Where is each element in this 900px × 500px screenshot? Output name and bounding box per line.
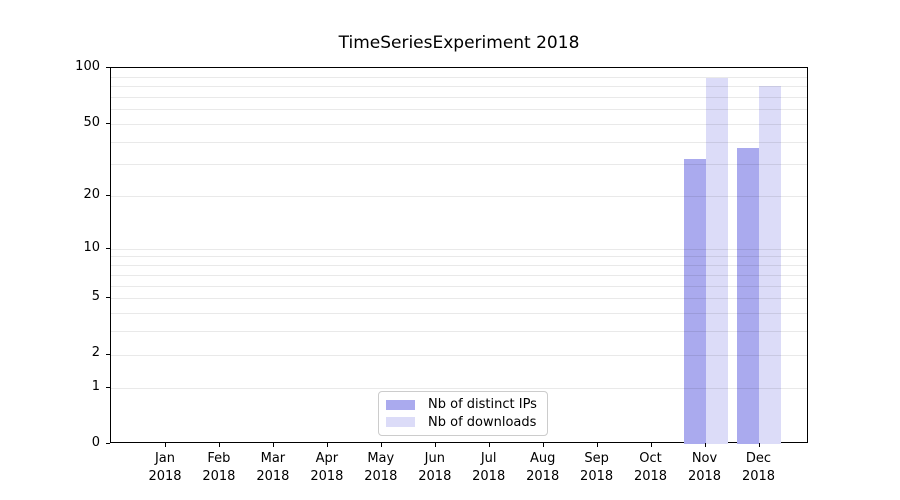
x-tick [488,443,490,447]
gridlines-layer [111,68,807,442]
legend-item: Nb of downloads [386,415,538,430]
y-tick [106,247,110,249]
x-tick-label: Feb 2018 [202,451,236,484]
x-tick [704,443,706,447]
gridline [111,123,807,125]
y-tick [106,386,110,388]
x-tick-label: Jul 2018 [472,451,506,484]
bar [737,147,760,444]
x-tick-label: Oct 2018 [633,451,668,484]
y-tick-label: 20 [83,186,100,202]
gridline [111,285,807,287]
x-tick [380,443,382,447]
y-tick-label: 50 [83,114,100,130]
legend-item: Nb of distinct IPs [386,397,538,412]
x-tick-label: May 2018 [364,451,398,484]
legend-label: Nb of distinct IPs [428,397,537,413]
x-tick [650,443,652,447]
y-tick [106,195,110,196]
x-tick [434,443,436,447]
y-tick [106,67,110,68]
gridline [111,387,807,389]
gridline [111,86,807,87]
y-tick [106,297,110,298]
bar [683,159,706,444]
gridline [111,141,807,143]
gridline [111,196,807,197]
chart-title: TimeSeriesExperiment 2018 [338,33,580,53]
gridline [111,248,807,250]
x-tick [542,443,544,447]
legend-swatch [386,399,415,410]
y-tick [106,122,110,124]
x-tick [326,443,328,447]
x-tick-label: Apr 2018 [310,451,344,484]
y-tick-label: 0 [91,435,100,450]
x-tick [165,443,166,447]
gridline [111,265,807,266]
gridline [111,256,807,258]
bar [705,78,728,444]
x-tick [272,443,274,447]
x-tick-label: Dec 2018 [741,451,776,484]
gridline [111,109,807,111]
x-tick [596,443,598,447]
gridline [111,164,807,166]
gridline [111,96,807,98]
y-tick [106,353,110,355]
y-tick-label: 2 [91,345,100,361]
x-tick [758,443,760,447]
x-tick-label: Jun 2018 [418,451,452,484]
y-tick-label: 100 [75,59,100,74]
bar [759,85,782,444]
gridline [111,76,807,78]
x-tick-label: Jan 2018 [148,451,182,484]
legend-swatch [386,417,415,428]
x-tick-label: Mar 2018 [256,451,290,484]
gridline [111,274,807,276]
plot-area [110,67,808,444]
x-tick-label: Sep 2018 [580,451,614,484]
bars-layer [111,68,807,444]
y-tick-label: 5 [91,289,100,305]
x-tick-label: Aug 2018 [526,451,560,484]
y-tick [106,443,110,444]
gridline [111,354,807,356]
y-tick-label: 1 [91,378,100,394]
x-tick [218,443,220,447]
gridline [111,331,807,333]
gridline [111,312,807,314]
legend-label: Nb of downloads [428,414,537,430]
gridline [111,298,807,299]
legend: Nb of distinct IPs Nb of downloads [378,391,548,436]
x-tick-label: Nov 2018 [687,451,722,484]
y-tick-label: 10 [83,239,100,255]
